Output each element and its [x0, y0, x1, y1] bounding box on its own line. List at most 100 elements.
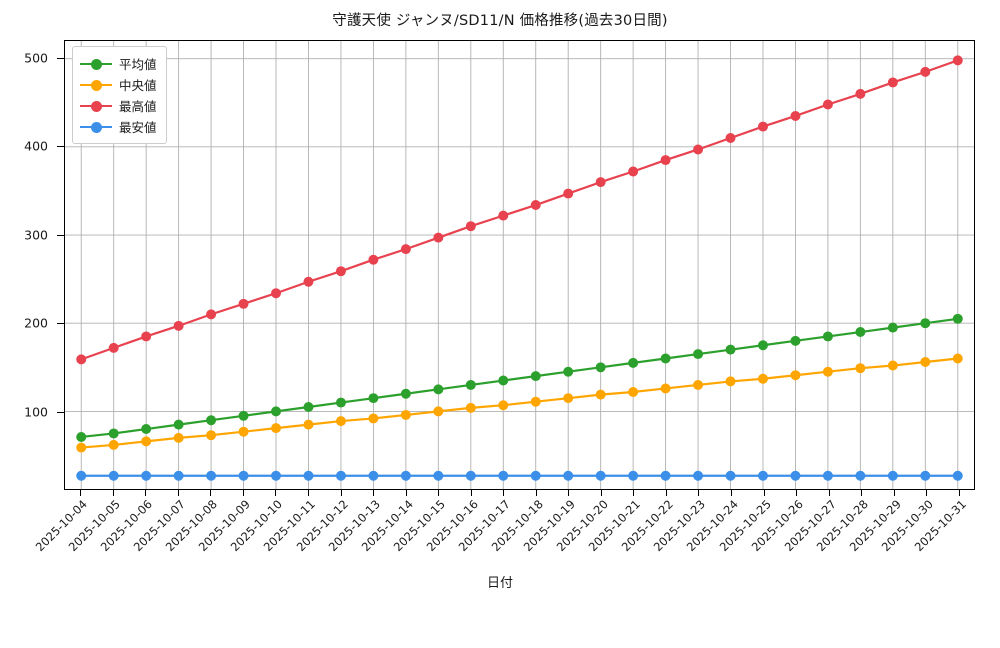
legend-item[interactable]: 最高値: [80, 95, 157, 116]
series-line: [80, 59, 959, 361]
data-point: [952, 55, 963, 66]
y-tick-label: 300: [24, 227, 48, 243]
data-point: [271, 288, 282, 299]
data-point: [855, 363, 866, 374]
data-point: [303, 402, 314, 412]
data-point: [141, 470, 152, 481]
x-tick-mark: [535, 490, 537, 496]
y-tick-mark: [57, 323, 64, 325]
legend-item[interactable]: 平均値: [80, 53, 157, 74]
x-tick-mark: [242, 490, 244, 496]
x-tick-mark: [177, 490, 179, 496]
data-point: [433, 406, 444, 417]
data-point: [855, 327, 866, 338]
legend-item[interactable]: 最安値: [80, 116, 157, 137]
data-point: [433, 470, 444, 481]
data-point: [141, 436, 152, 447]
data-point: [530, 396, 541, 407]
x-tick-mark: [438, 490, 440, 496]
data-point: [822, 99, 833, 110]
data-series-layer: [76, 55, 963, 481]
chart-title: 守護天使 ジャンヌ/SD11/N 価格推移(過去30日間): [332, 13, 668, 29]
data-point: [693, 379, 704, 390]
data-point: [465, 402, 476, 413]
data-point: [173, 419, 184, 430]
data-point: [76, 442, 87, 453]
data-point: [952, 353, 963, 364]
data-point: [660, 470, 671, 481]
data-point: [855, 470, 866, 481]
data-point: [693, 470, 704, 481]
data-point: [790, 370, 801, 381]
x-tick-mark: [730, 490, 732, 496]
data-point: [498, 470, 509, 481]
legend-swatch-icon: [80, 78, 112, 92]
data-point: [108, 342, 119, 353]
x-tick-mark: [80, 490, 82, 496]
data-point: [887, 360, 898, 371]
data-point: [530, 371, 541, 382]
data-point: [141, 331, 152, 342]
data-point: [498, 210, 509, 221]
data-point: [822, 331, 833, 342]
y-tick-label: 400: [24, 138, 48, 154]
x-tick-mark: [405, 490, 407, 496]
data-point: [660, 353, 671, 364]
data-point: [757, 470, 768, 481]
data-point: [335, 397, 346, 408]
data-point: [271, 406, 282, 417]
data-point: [822, 470, 833, 481]
data-point: [920, 66, 931, 77]
x-tick-mark: [926, 490, 928, 496]
data-point: [595, 470, 606, 481]
legend-label: 最安値: [119, 120, 157, 135]
x-tick-mark: [112, 490, 114, 496]
legend-label: 中央値: [119, 78, 157, 93]
data-point: [790, 335, 801, 346]
data-point: [725, 470, 736, 481]
x-tick-mark: [633, 490, 635, 496]
data-point: [303, 419, 314, 430]
data-point: [271, 470, 282, 481]
data-point: [465, 470, 476, 481]
data-point: [563, 393, 574, 404]
data-point: [433, 232, 444, 243]
data-point: [108, 470, 119, 481]
legend-item[interactable]: 中央値: [80, 74, 157, 95]
x-tick-mark: [861, 490, 863, 496]
data-point: [530, 200, 541, 211]
y-tick-mark: [57, 146, 64, 148]
data-point: [465, 379, 476, 390]
y-tick-mark: [57, 234, 64, 236]
data-point: [498, 375, 509, 386]
x-tick-mark: [828, 490, 830, 496]
data-point: [108, 439, 119, 450]
chart-figure: 守護天使 ジャンヌ/SD11/N 価格推移(過去30日間) 値 (円) 1002…: [0, 13, 1000, 591]
data-point: [173, 432, 184, 443]
data-point: [400, 409, 411, 420]
data-point: [335, 266, 346, 277]
data-point: [757, 121, 768, 132]
data-point: [400, 388, 411, 399]
data-point: [595, 177, 606, 188]
data-point: [693, 144, 704, 155]
legend-label: 最高値: [119, 99, 157, 114]
data-point: [238, 470, 249, 481]
data-point: [206, 309, 217, 320]
data-point: [368, 393, 379, 404]
x-tick-mark: [373, 490, 375, 496]
data-point: [76, 470, 87, 481]
data-point: [628, 387, 639, 397]
data-point: [725, 344, 736, 355]
data-point: [498, 400, 509, 411]
x-tick-mark: [600, 490, 602, 496]
x-tick-mark: [503, 490, 505, 496]
data-point: [628, 166, 639, 177]
data-point: [76, 431, 87, 442]
y-axis-tick-labels: 100 200 300 400 500: [0, 40, 1000, 490]
series-line: [80, 357, 959, 449]
x-tick-mark: [796, 490, 798, 496]
data-point: [920, 318, 931, 329]
data-point: [368, 470, 379, 481]
x-tick-mark: [893, 490, 895, 496]
